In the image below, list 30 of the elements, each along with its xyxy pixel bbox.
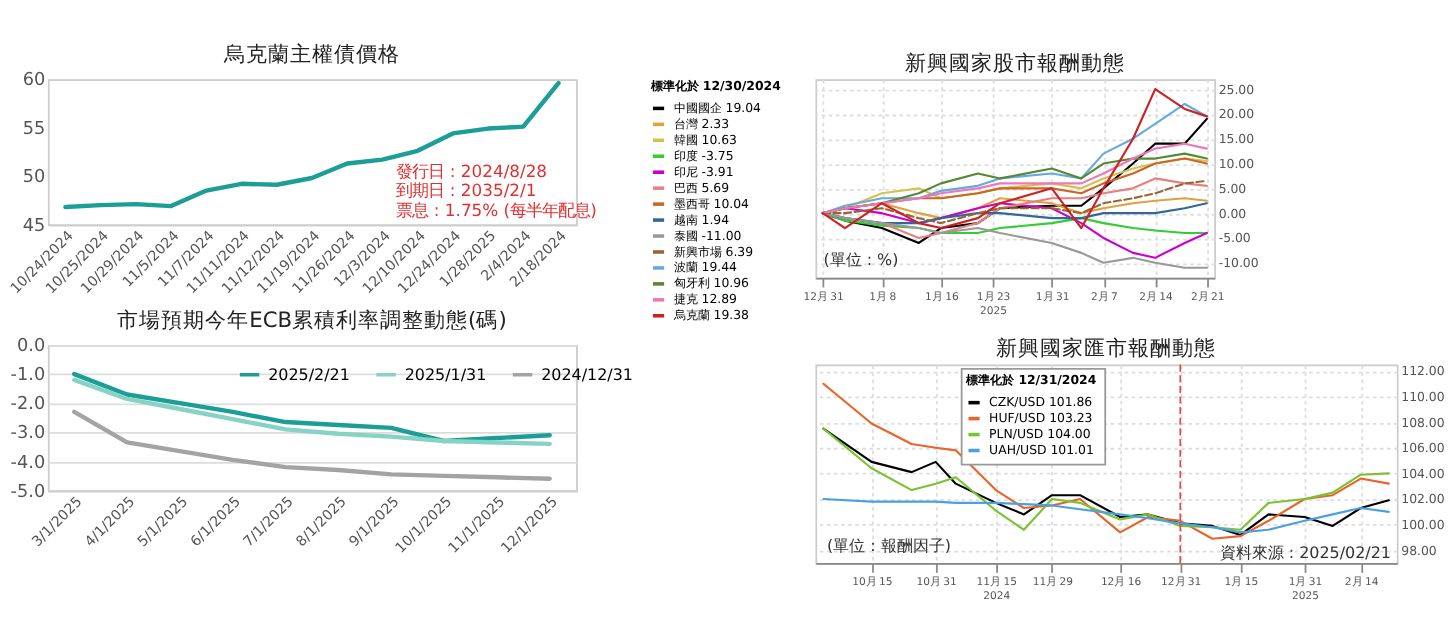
chart-title: 新興國家匯市報酬動態 — [996, 334, 1217, 361]
y-tick-label: 0.0 — [17, 337, 46, 358]
y-tick-label: -2.0 — [10, 395, 46, 416]
y-tick-label: 55 — [22, 119, 46, 140]
y-tick-label: -5.0 — [10, 482, 46, 503]
legend-label: 2025/1/31 — [404, 366, 487, 385]
line-series — [821, 88, 1208, 230]
y-tick-label: -1.0 — [10, 366, 46, 387]
y-tick-label: 50 — [22, 168, 46, 189]
legend-label: 2025/2/21 — [268, 366, 350, 385]
line-series — [821, 102, 1208, 215]
annotation: 發行日 : 2024/8/28 — [396, 160, 548, 181]
chart-title: 新興國家股市報酬動態 — [904, 50, 1125, 77]
annotation: 到期日 : 2035/2/1 — [396, 180, 537, 201]
line-series — [72, 409, 552, 481]
line-series — [821, 212, 1208, 269]
y-tick-label: 60 — [22, 71, 46, 92]
chart-title: 烏克蘭主權債價格 — [221, 41, 400, 68]
line-series — [822, 382, 1390, 540]
legend-label: 2024/12/31 — [541, 366, 634, 385]
y-tick-label: 45 — [22, 216, 46, 237]
annotation: (單位 : %) — [823, 251, 899, 270]
chart-title: 市場預期今年ECB累積利率調整動態(碼) — [117, 307, 507, 334]
y-tick-label: -4.0 — [10, 453, 46, 474]
y-tick-label: -3.0 — [10, 424, 46, 445]
annotation: (單位 : 報酬因子) — [827, 536, 951, 555]
annotation: 資料來源 : 2025/02/21 — [1219, 543, 1392, 562]
annotation: 票息 : 1.75% (每半年配息) — [396, 199, 597, 220]
line-series — [822, 497, 1390, 534]
line-series — [821, 179, 1208, 225]
